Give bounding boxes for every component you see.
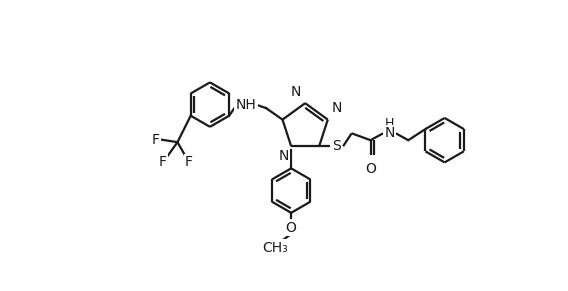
Text: N: N xyxy=(384,126,395,140)
Text: N: N xyxy=(278,149,289,163)
Text: F: F xyxy=(185,155,193,169)
Text: O: O xyxy=(365,162,376,176)
Text: S: S xyxy=(332,139,341,153)
Text: N: N xyxy=(291,85,301,99)
Text: H: H xyxy=(385,117,394,130)
Text: CH₃: CH₃ xyxy=(262,241,288,255)
Text: F: F xyxy=(158,155,166,169)
Text: F: F xyxy=(151,132,159,147)
Text: O: O xyxy=(286,221,296,235)
Text: NH: NH xyxy=(236,97,257,112)
Text: N: N xyxy=(332,101,343,116)
